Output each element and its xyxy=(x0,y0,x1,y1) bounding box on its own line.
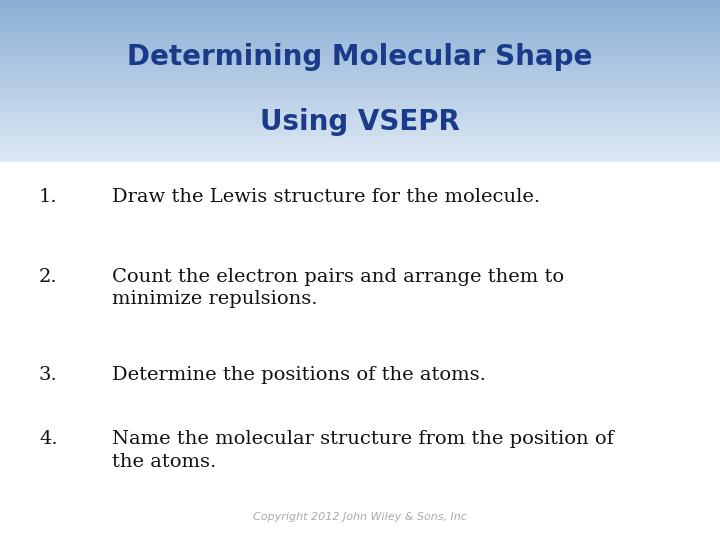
Text: Determining Molecular Shape: Determining Molecular Shape xyxy=(127,43,593,71)
Text: Name the molecular structure from the position of
the atoms.: Name the molecular structure from the po… xyxy=(112,430,613,470)
Text: Count the electron pairs and arrange them to
minimize repulsions.: Count the electron pairs and arrange the… xyxy=(112,268,564,308)
Text: 4.: 4. xyxy=(39,430,58,448)
Text: Determine the positions of the atoms.: Determine the positions of the atoms. xyxy=(112,366,485,384)
Text: 1.: 1. xyxy=(39,188,58,206)
Text: 3.: 3. xyxy=(39,366,58,384)
Text: Using VSEPR: Using VSEPR xyxy=(260,107,460,136)
Text: 2.: 2. xyxy=(39,268,58,286)
Text: Copyright 2012 John Wiley & Sons, Inc: Copyright 2012 John Wiley & Sons, Inc xyxy=(253,512,467,522)
Text: Draw the Lewis structure for the molecule.: Draw the Lewis structure for the molecul… xyxy=(112,188,540,206)
